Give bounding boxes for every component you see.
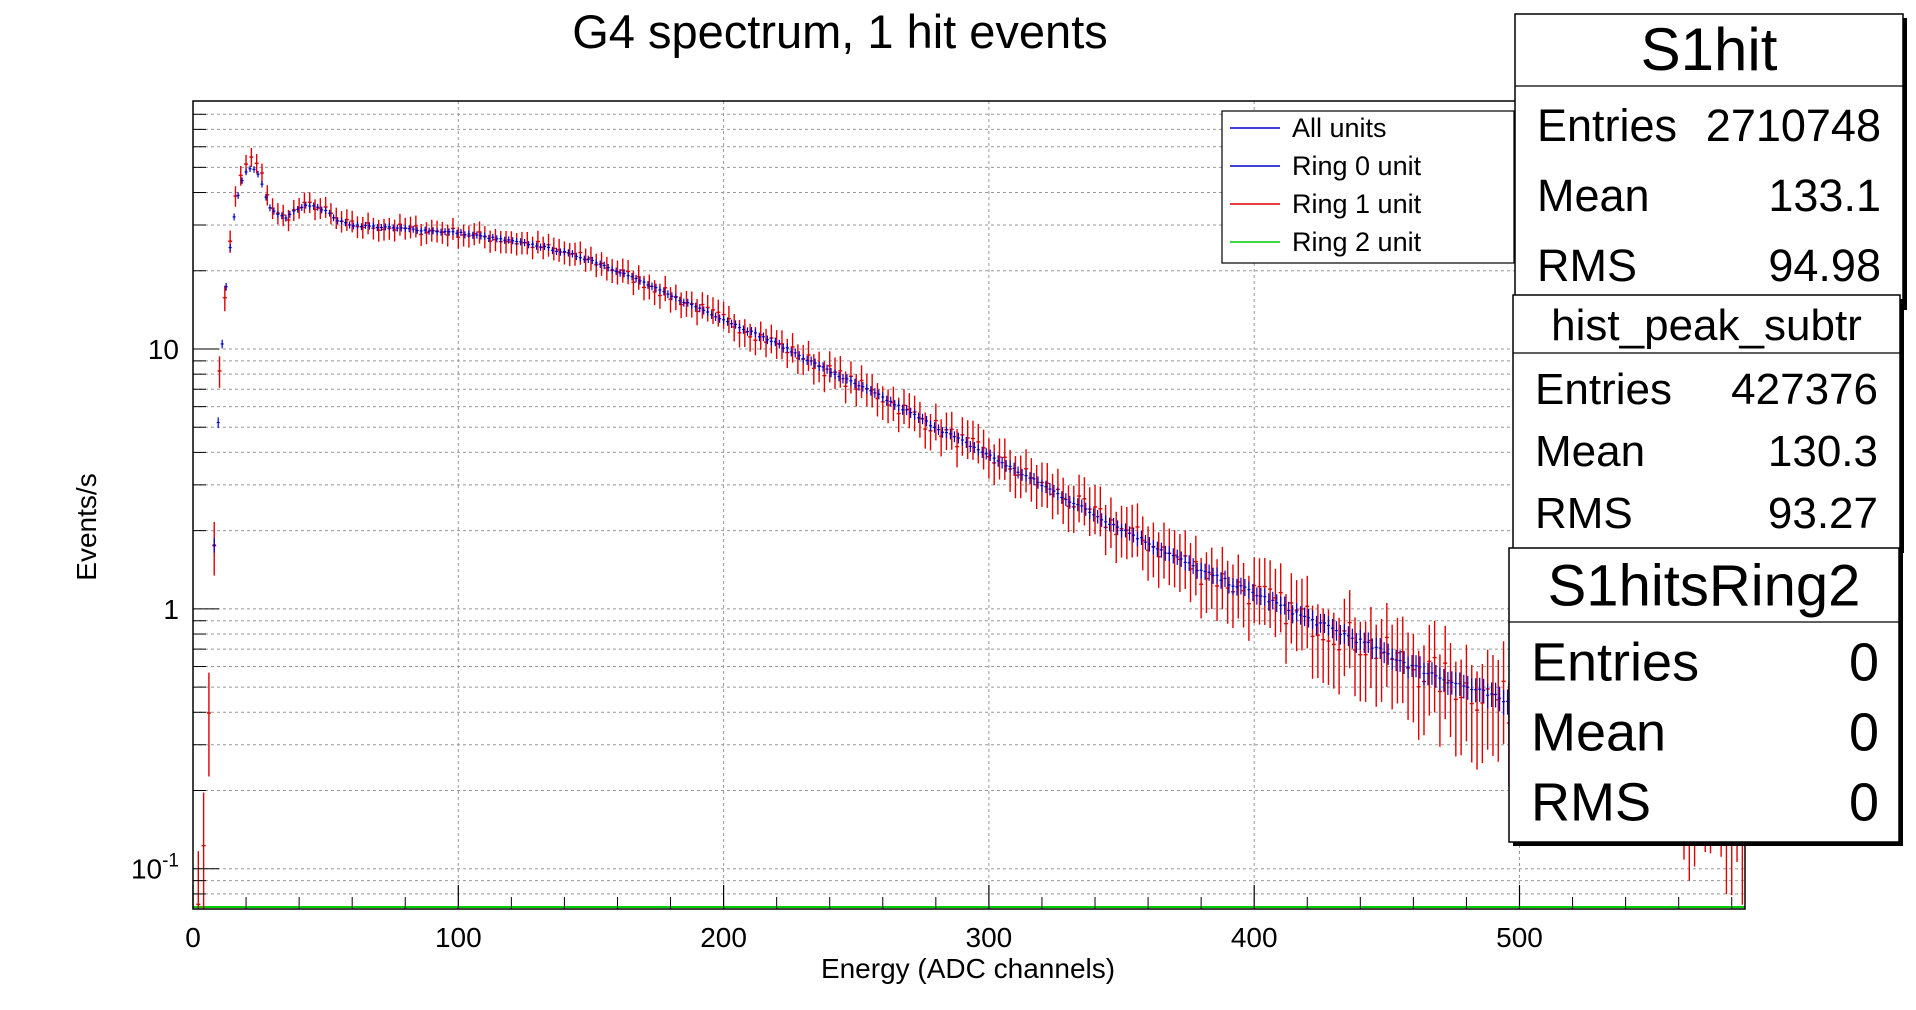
stats-row-value: 93.27: [1768, 489, 1878, 538]
stats-row-value: 0: [1849, 772, 1879, 832]
stats-row-value: 94.98: [1768, 240, 1881, 291]
stats-box: [1512, 294, 1901, 550]
stats-row-value: 0: [1849, 702, 1879, 762]
x-tick-label: 200: [700, 922, 747, 953]
legend-box: [1221, 110, 1515, 264]
stats-row-label: Mean: [1531, 702, 1666, 762]
axes: 0 100 200 300 400 500 10-1 1 10: [131, 100, 1733, 953]
stats-boxes: S1hit Entries 2710748 Mean 133.1 RMS 94.98 hist…: [1508, 13, 1907, 846]
stats-row-value: 2710748: [1706, 100, 1881, 151]
stats-row-label: Entries: [1537, 100, 1677, 151]
x-axis-label: Energy (ADC channels): [821, 953, 1115, 984]
stats-row-label: Mean: [1537, 170, 1650, 221]
x-tick-label: 300: [966, 922, 1013, 953]
legend-label: All units: [1292, 113, 1387, 143]
stats-box-title: hist_peak_subtr: [1551, 301, 1862, 350]
stats-row-value: 427376: [1731, 365, 1878, 414]
y-tick-label: 10: [148, 334, 179, 365]
x-tick-label: 500: [1496, 922, 1543, 953]
stats-row-value: 0: [1849, 632, 1879, 692]
chart-title: G4 spectrum, 1 hit events: [572, 5, 1108, 58]
stats-row-label: RMS: [1535, 489, 1633, 538]
x-tick-label: 400: [1231, 922, 1278, 953]
stats-box: [1514, 13, 1904, 307]
stats-box: [1508, 547, 1900, 843]
x-tick-label: 100: [435, 922, 482, 953]
y-tick-label: 1: [163, 594, 179, 625]
stats-row-value: 130.3: [1768, 427, 1878, 476]
x-tick-label: 0: [185, 922, 201, 953]
legend-label: Ring 2 unit: [1292, 227, 1422, 257]
stats-box-title: S1hitsRing2: [1548, 554, 1861, 619]
stats-row-label: Entries: [1535, 365, 1672, 414]
legend: All units Ring 0 unit Ring 1 unit Ring 2 un…: [1221, 110, 1515, 264]
stats-row-label: RMS: [1531, 772, 1651, 832]
stats-row-value: 133.1: [1768, 170, 1881, 221]
y-tick-label: 10-1: [131, 851, 179, 885]
legend-label: Ring 0 unit: [1292, 151, 1422, 181]
y-axis-label: Events/s: [71, 473, 102, 580]
stats-row-label: Mean: [1535, 427, 1645, 476]
stats-box-title: S1hit: [1641, 16, 1778, 83]
legend-label: Ring 1 unit: [1292, 189, 1422, 219]
y-tick-exponent: -1: [162, 851, 179, 872]
stats-row-label: RMS: [1537, 240, 1637, 291]
stats-row-label: Entries: [1531, 632, 1699, 692]
